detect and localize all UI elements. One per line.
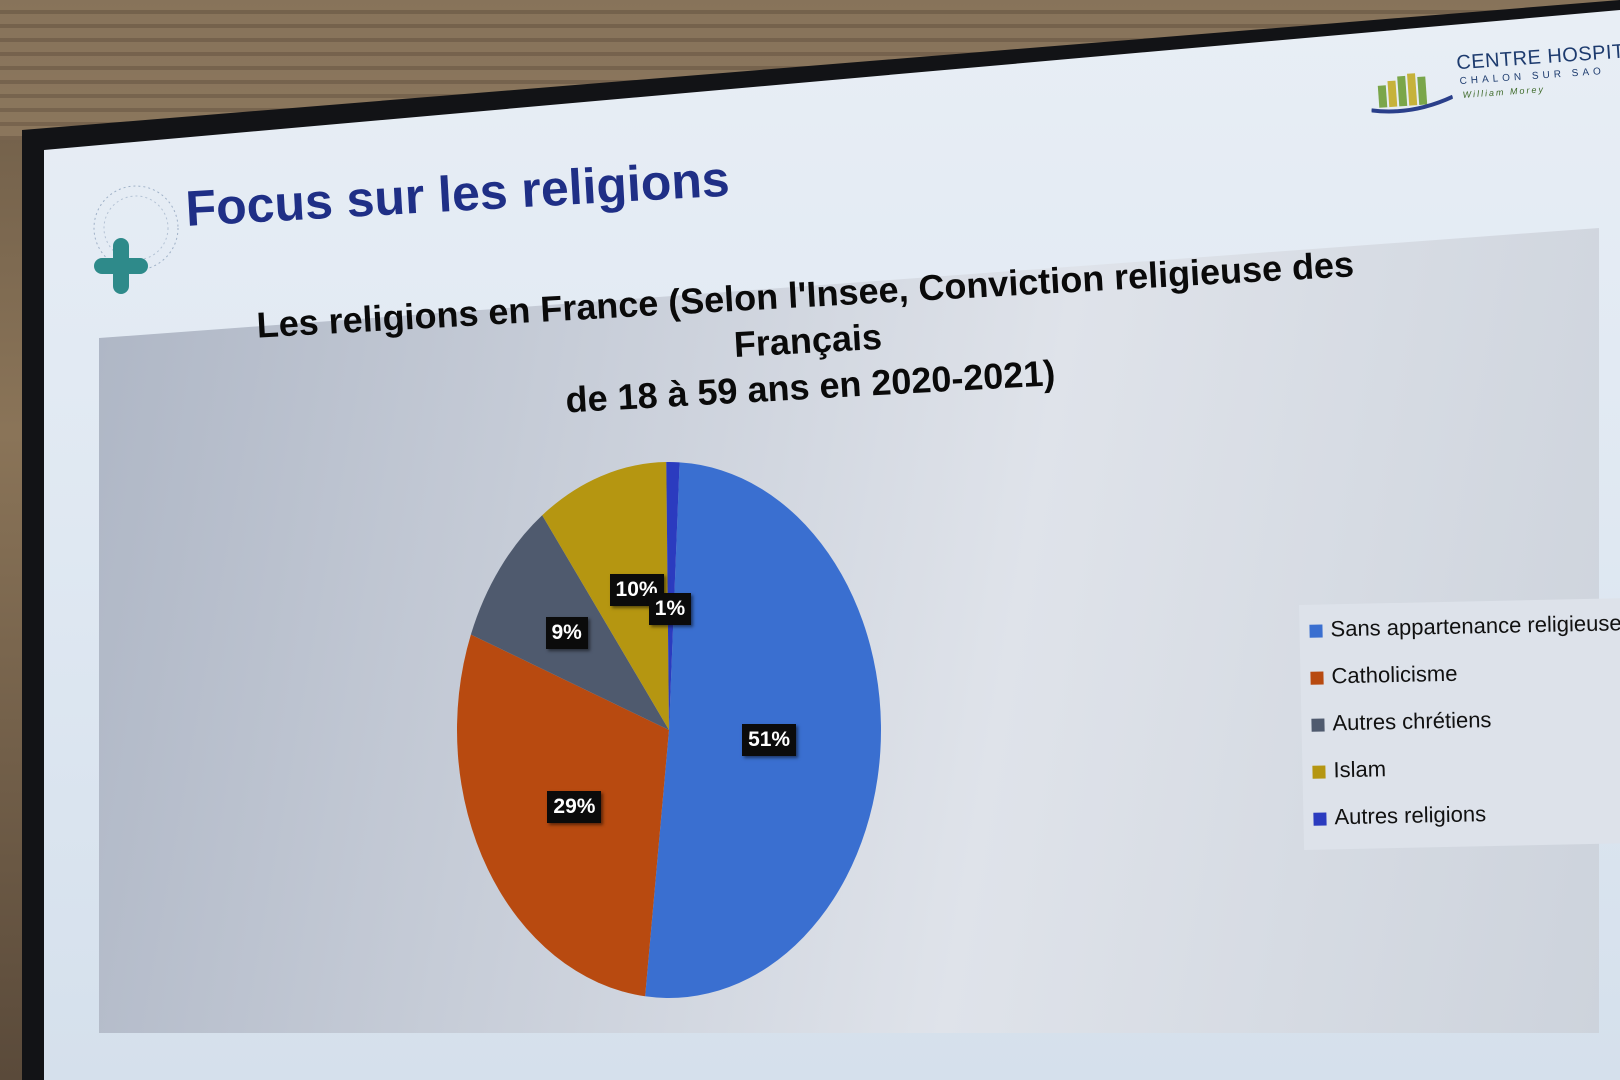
pie-data-label: 29%	[547, 790, 602, 823]
legend-label: Catholicisme	[1331, 660, 1458, 689]
legend-label: Islam	[1333, 756, 1387, 783]
legend-swatch	[1310, 671, 1324, 685]
legend-label: Autres religions	[1334, 801, 1487, 830]
legend-item: Islam	[1312, 756, 1386, 784]
legend-label: Sans appartenance religieuse	[1330, 610, 1620, 642]
plus-cross-icon	[93, 185, 179, 294]
hospital-logo: CENTRE HOSPITALI CHALON SUR SAO William …	[1368, 38, 1620, 129]
legend-item: Sans appartenance religieuse	[1309, 610, 1620, 643]
legend-item: Autres chrétiens	[1311, 706, 1492, 737]
pie-data-label: 51%	[742, 723, 797, 756]
building-logo-icon	[1371, 73, 1454, 114]
pie-data-label: 1%	[648, 593, 692, 626]
legend-label: Autres chrétiens	[1332, 706, 1492, 736]
slide-title: Focus sur les religions	[184, 150, 731, 237]
legend-item: Catholicisme	[1310, 660, 1458, 690]
pie-data-label: 10%	[609, 574, 664, 607]
pie-chart	[457, 462, 882, 998]
legend-swatch	[1311, 718, 1325, 732]
legend-item: Autres religions	[1313, 801, 1486, 831]
chart-legend: Sans appartenance religieuse Catholicisme…	[1299, 597, 1620, 850]
legend-swatch	[1312, 765, 1326, 779]
slide-screen: CENTRE HOSPITALI CHALON SUR SAO William …	[44, 10, 1620, 1080]
pie-slice-islam	[542, 462, 669, 730]
pie-data-label: 9%	[545, 617, 588, 650]
brand-tagline: William Morey	[1462, 84, 1546, 100]
legend-swatch	[1309, 624, 1323, 638]
legend-swatch	[1313, 812, 1327, 826]
